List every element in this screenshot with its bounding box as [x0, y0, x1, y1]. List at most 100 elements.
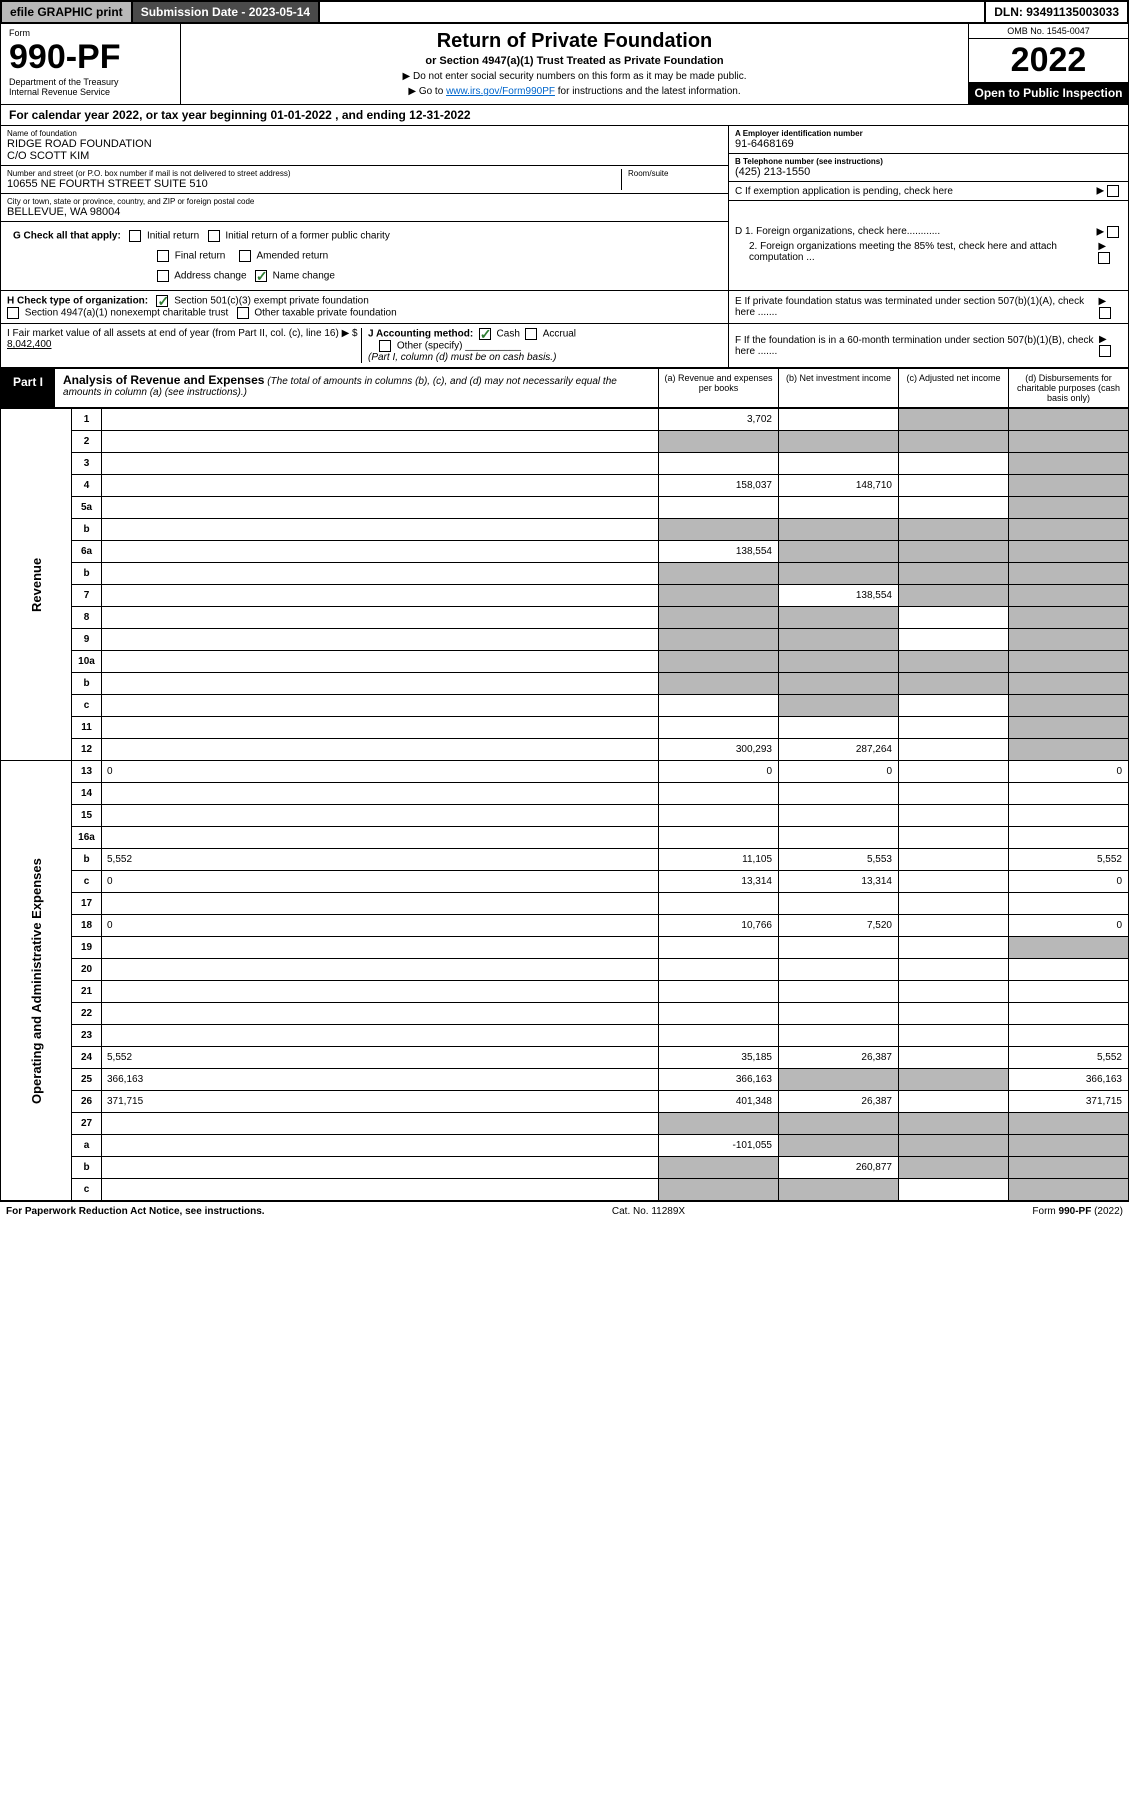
table-row: 27	[1, 1113, 1129, 1135]
amount-d	[1009, 497, 1129, 519]
line-number: 26	[72, 1091, 102, 1113]
amount-c	[899, 695, 1009, 717]
line-number: 20	[72, 959, 102, 981]
amount-c	[899, 563, 1009, 585]
tax-year: 2022	[969, 39, 1128, 82]
checkbox-4947[interactable]	[7, 307, 19, 319]
line-number: 5a	[72, 497, 102, 519]
line-desc	[102, 1003, 659, 1025]
amount-a: 366,163	[659, 1069, 779, 1091]
amount-c	[899, 783, 1009, 805]
amount-d	[1009, 519, 1129, 541]
topbar: efile GRAPHIC print Submission Date - 20…	[0, 0, 1129, 24]
ein: 91-6468169	[735, 138, 1122, 150]
amount-c	[899, 607, 1009, 629]
checkbox-c[interactable]	[1107, 185, 1119, 197]
amount-d	[1009, 1157, 1129, 1179]
line-number: 9	[72, 629, 102, 651]
checkbox-address[interactable]	[157, 270, 169, 282]
efile-button[interactable]: efile GRAPHIC print	[2, 2, 133, 22]
form-link[interactable]: www.irs.gov/Form990PF	[446, 86, 555, 97]
amount-a	[659, 783, 779, 805]
line-number: b	[72, 673, 102, 695]
form-subtitle: or Section 4947(a)(1) Trust Treated as P…	[187, 55, 962, 67]
amount-b	[779, 497, 899, 519]
amount-b	[779, 1135, 899, 1157]
amount-b	[779, 717, 899, 739]
amount-b: 148,710	[779, 475, 899, 497]
amount-c	[899, 1179, 1009, 1201]
checkbox-name-change[interactable]	[255, 270, 267, 282]
footer: For Paperwork Reduction Act Notice, see …	[0, 1201, 1129, 1221]
foundation-city: BELLEVUE, WA 98004	[7, 206, 722, 218]
amount-b	[779, 959, 899, 981]
section-c: C If exemption application is pending, c…	[735, 186, 953, 197]
amount-d	[1009, 1135, 1129, 1157]
line-number: c	[72, 871, 102, 893]
table-row: 7138,554	[1, 585, 1129, 607]
amount-a	[659, 1113, 779, 1135]
amount-d	[1009, 695, 1129, 717]
checkbox-d1[interactable]	[1107, 226, 1119, 238]
table-row: c013,31413,3140	[1, 871, 1129, 893]
amount-b	[779, 607, 899, 629]
amount-b: 5,553	[779, 849, 899, 871]
amount-b	[779, 1025, 899, 1047]
checkbox-initial[interactable]	[129, 230, 141, 242]
checkbox-final[interactable]	[157, 250, 169, 262]
amount-c	[899, 1069, 1009, 1091]
amount-d	[1009, 937, 1129, 959]
line-desc	[102, 453, 659, 475]
checkbox-f[interactable]	[1099, 345, 1111, 357]
table-row: 245,55235,18526,3875,552	[1, 1047, 1129, 1069]
checkbox-e[interactable]	[1099, 307, 1111, 319]
amount-a	[659, 1003, 779, 1025]
amount-a: 10,766	[659, 915, 779, 937]
amount-b	[779, 937, 899, 959]
table-row: 10a	[1, 651, 1129, 673]
checkbox-amended[interactable]	[239, 250, 251, 262]
amount-b	[779, 695, 899, 717]
checkbox-cash[interactable]	[479, 328, 491, 340]
line-desc	[102, 1025, 659, 1047]
table-row: b	[1, 563, 1129, 585]
checkbox-other-tax[interactable]	[237, 307, 249, 319]
line-desc	[102, 497, 659, 519]
city-label: City or town, state or province, country…	[7, 197, 722, 206]
line-desc	[102, 409, 659, 431]
col-b-header: (b) Net investment income	[778, 369, 898, 407]
irs: Internal Revenue Service	[9, 87, 172, 97]
checkbox-501c3[interactable]	[156, 295, 168, 307]
amount-c	[899, 717, 1009, 739]
table-row: b	[1, 673, 1129, 695]
checkbox-d2[interactable]	[1098, 252, 1110, 264]
foundation-info: Name of foundation RIDGE ROAD FOUNDATION…	[0, 126, 1129, 222]
j-note: (Part I, column (d) must be on cash basi…	[368, 352, 556, 363]
table-row: 16a	[1, 827, 1129, 849]
table-row: b260,877	[1, 1157, 1129, 1179]
checkbox-other[interactable]	[379, 340, 391, 352]
expenses-side-label: Operating and Administrative Expenses	[1, 761, 72, 1201]
amount-a	[659, 893, 779, 915]
line-desc	[102, 1157, 659, 1179]
amount-c	[899, 805, 1009, 827]
line-desc: 0	[102, 761, 659, 783]
amount-c	[899, 409, 1009, 431]
amount-c	[899, 959, 1009, 981]
amount-b	[779, 1069, 899, 1091]
ein-label: A Employer identification number	[735, 129, 1122, 138]
line-number: 13	[72, 761, 102, 783]
calendar-year-row: For calendar year 2022, or tax year begi…	[0, 105, 1129, 126]
checkbox-accrual[interactable]	[525, 328, 537, 340]
amount-d	[1009, 717, 1129, 739]
checkbox-initial-former[interactable]	[208, 230, 220, 242]
amount-b: 260,877	[779, 1157, 899, 1179]
amount-c	[899, 1135, 1009, 1157]
amount-d	[1009, 673, 1129, 695]
amount-d	[1009, 1003, 1129, 1025]
table-row: 19	[1, 937, 1129, 959]
line-desc	[102, 431, 659, 453]
amount-c	[899, 519, 1009, 541]
line-desc	[102, 1179, 659, 1201]
amount-d	[1009, 1179, 1129, 1201]
